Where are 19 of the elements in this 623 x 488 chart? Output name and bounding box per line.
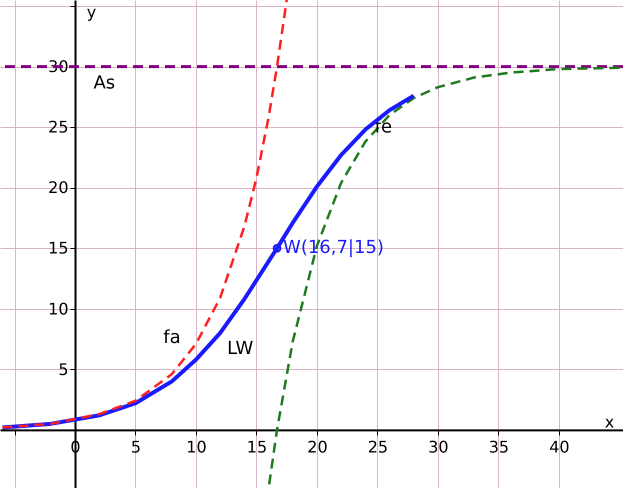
x-tick-label: 20	[307, 437, 328, 456]
y-axis-title: y	[86, 2, 96, 22]
ref-line-label: As	[93, 72, 116, 94]
y-tick-label: 5	[58, 360, 68, 379]
x-axis-title: x	[604, 412, 614, 432]
x-tick-label: 10	[186, 437, 207, 456]
annotation: W(16,7|15)	[283, 237, 384, 258]
x-tick-label: 40	[549, 437, 570, 456]
x-tick-label: 15	[246, 437, 268, 456]
y-tick-label: 10	[48, 299, 68, 318]
x-tick-label: 5	[130, 437, 142, 456]
y-tick-label: 15	[48, 238, 68, 258]
x-tick-label: 30	[428, 437, 449, 456]
x-tick-label: 25	[368, 437, 388, 456]
y-tick-label: 25	[48, 118, 68, 137]
series-label: LW	[227, 338, 254, 359]
x-tick-label: 35	[488, 437, 510, 456]
series-label: fa	[163, 326, 181, 348]
y-tick-label: 20	[48, 178, 68, 198]
